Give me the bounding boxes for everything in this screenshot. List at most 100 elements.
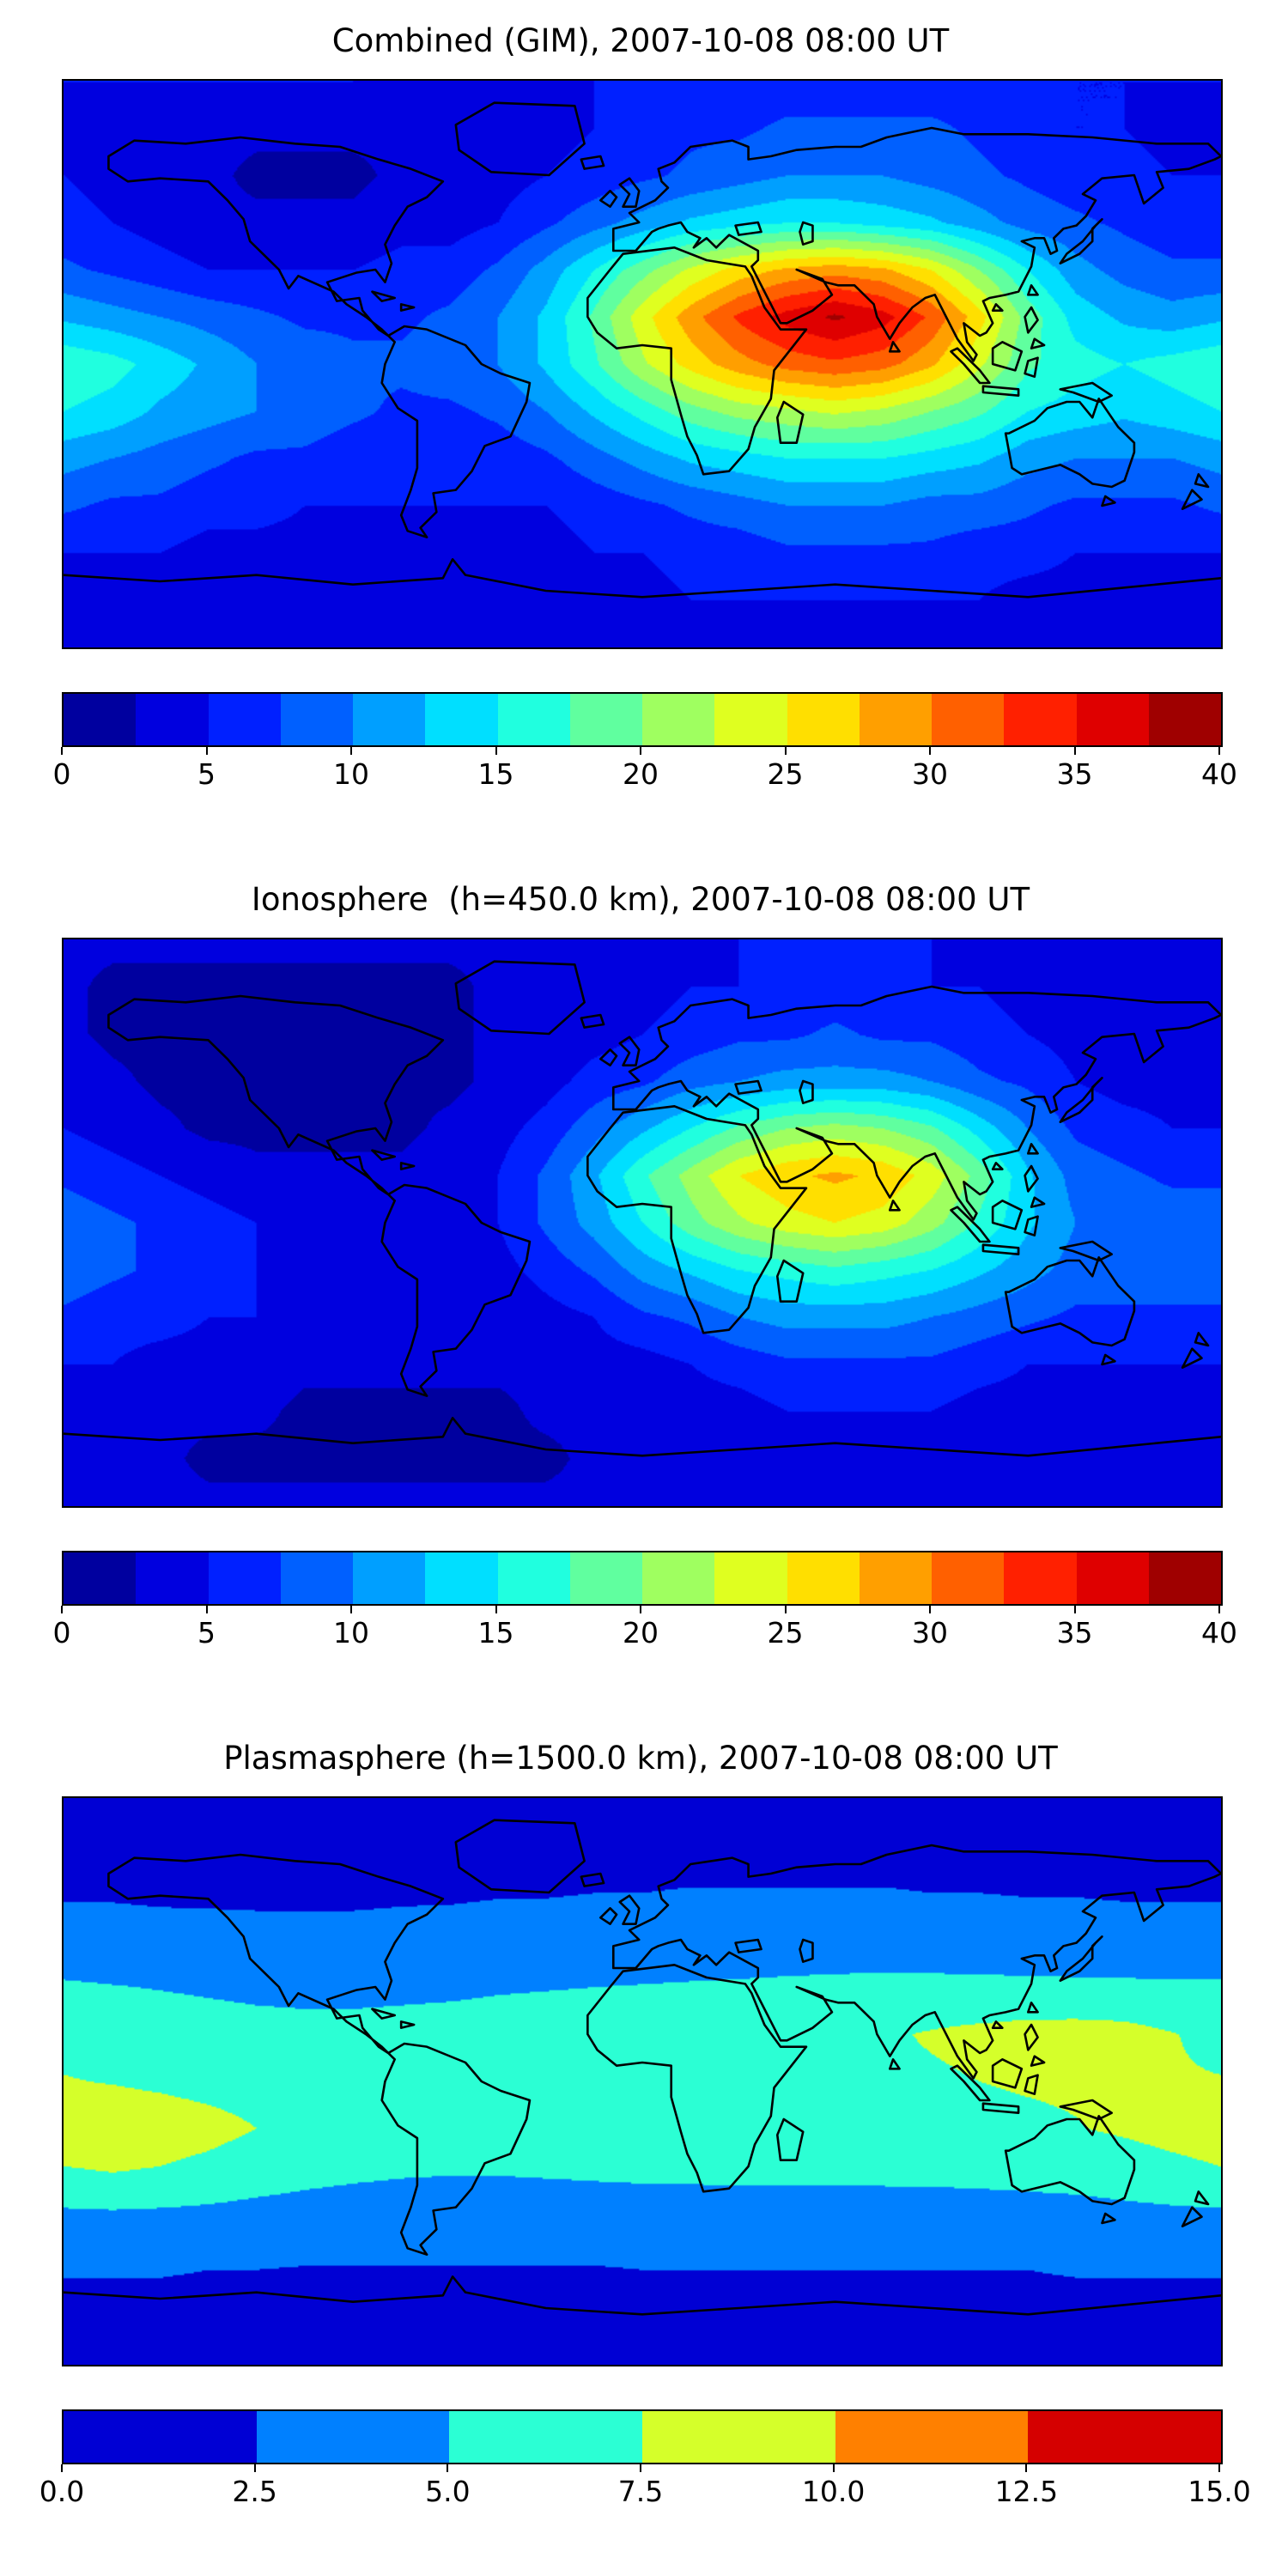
colorbar-segment	[642, 1552, 715, 1604]
colorbar-tick	[61, 1606, 63, 1613]
colorbar-tick	[640, 747, 641, 755]
colorbar-tick-label: 2.5	[232, 2475, 277, 2508]
colorbar-tick	[1073, 747, 1076, 755]
panel-ionosphere: Ionosphere (h=450.0 km), 2007-10-08 08:0…	[0, 859, 1288, 1656]
colorbar-segment	[64, 1552, 137, 1604]
colorbar-tick	[205, 1606, 208, 1613]
panel-combined-gim: Combined (GIM), 2007-10-08 08:00 UT 0 5 10…	[0, 0, 1288, 797]
colorbar-segment	[208, 1552, 281, 1604]
colorbar-tick	[832, 2464, 835, 2472]
colorbar-tick-label: 5.0	[425, 2475, 471, 2508]
colorbar-segment	[425, 1552, 498, 1604]
colorbar-segment	[280, 694, 353, 745]
colorbar-segment	[1004, 1552, 1077, 1604]
colorbar-tick	[929, 747, 931, 755]
colorbar-segment	[64, 2411, 257, 2463]
colorbar-ionosphere	[62, 1551, 1223, 1606]
colorbar-segment	[449, 2411, 643, 2463]
colorbar-tick	[1218, 1606, 1220, 1613]
colorbar-plasmasphere	[62, 2409, 1223, 2464]
colorbar-tick	[1073, 1606, 1076, 1613]
colorbar-tick-label: 20	[623, 1616, 659, 1649]
colorbar-tick-label: 20	[623, 757, 659, 791]
colorbar-ticks-combined: 0 5 10 15 20 25 30 35 40	[53, 747, 1237, 797]
colorbar-segment	[208, 694, 281, 745]
colorbar-tick	[640, 2464, 641, 2472]
colorbar-tick-label: 25	[767, 757, 804, 791]
colorbar-tick-label: 10	[333, 757, 369, 791]
colorbar-tick-label: 0	[52, 1616, 71, 1649]
colorbar-tick-label: 10.0	[801, 2475, 866, 2508]
colorbar-tick	[495, 747, 497, 755]
colorbar-segment	[64, 694, 137, 745]
colorbar-tick	[929, 1606, 931, 1613]
panel-title-ionosphere: Ionosphere (h=450.0 km), 2007-10-08 08:0…	[251, 881, 1030, 918]
colorbar-tick	[253, 2464, 256, 2472]
colorbar-tick	[784, 1606, 787, 1613]
colorbar-tick	[1218, 747, 1220, 755]
colorbar-segment	[497, 1552, 570, 1604]
colorbar-segment	[256, 2411, 450, 2463]
colorbar-segment	[353, 1552, 426, 1604]
colorbar-combined	[62, 692, 1223, 747]
colorbar-tick-label: 5	[197, 757, 216, 791]
colorbar-tick-label: 35	[1056, 757, 1093, 791]
map-ionosphere	[62, 938, 1223, 1508]
colorbar-tick	[61, 2464, 63, 2472]
colorbar-segment	[787, 1552, 860, 1604]
panel-plasmasphere: Plasmasphere (h=1500.0 km), 2007-10-08 0…	[0, 1717, 1288, 2514]
colorbar-tick-label: 12.5	[994, 2475, 1059, 2508]
colorbar-segment	[642, 2411, 835, 2463]
colorbar-segment	[932, 1552, 1005, 1604]
colorbar-segment	[136, 694, 209, 745]
colorbar-segment	[932, 694, 1005, 745]
colorbar-segment	[1076, 1552, 1149, 1604]
colorbar-segment	[353, 694, 426, 745]
colorbar-tick	[205, 747, 208, 755]
colorbar-segment	[497, 694, 570, 745]
panel-title-combined: Combined (GIM), 2007-10-08 08:00 UT	[331, 22, 950, 59]
colorbar-segment	[1028, 2411, 1222, 2463]
colorbar-tick-label: 35	[1056, 1616, 1093, 1649]
colorbar-tick-label: 10	[333, 1616, 369, 1649]
colorbar-segment	[1148, 694, 1221, 745]
colorbar-segment	[642, 694, 715, 745]
map-combined	[62, 79, 1223, 649]
colorbar-tick	[1218, 2464, 1220, 2472]
colorbar-tick-label: 15	[477, 1616, 514, 1649]
map-plasmasphere	[62, 1796, 1223, 2366]
colorbar-segment	[1076, 694, 1149, 745]
colorbar-tick	[350, 1606, 352, 1613]
colorbar-tick-label: 15	[477, 757, 514, 791]
colorbar-tick-label: 5	[197, 1616, 216, 1649]
colorbar-tick	[784, 747, 787, 755]
colorbar-tick-label: 40	[1201, 757, 1237, 791]
colorbar-segment	[859, 694, 932, 745]
world-coastlines-overlay	[64, 101, 1221, 598]
colorbar-segment	[1148, 1552, 1221, 1604]
colorbar-tick-label: 7.5	[617, 2475, 664, 2508]
colorbar-tick-label: 30	[912, 1616, 948, 1649]
colorbar-tick	[1025, 2464, 1028, 2472]
panel-title-plasmasphere: Plasmasphere (h=1500.0 km), 2007-10-08 0…	[223, 1740, 1058, 1777]
colorbar-tick-label: 0	[52, 757, 71, 791]
colorbar-tick-label: 15.0	[1188, 2475, 1251, 2508]
colorbar-segment	[835, 2411, 1029, 2463]
colorbar-segment	[787, 694, 860, 745]
colorbar-tick	[61, 747, 63, 755]
colorbar-tick-label: 40	[1201, 1616, 1237, 1649]
colorbar-tick	[640, 1606, 641, 1613]
colorbar-segment	[569, 1552, 642, 1604]
colorbar-segment	[569, 694, 642, 745]
colorbar-tick	[495, 1606, 497, 1613]
colorbar-tick-label: 30	[912, 757, 948, 791]
world-coastlines-overlay	[64, 960, 1221, 1457]
colorbar-tick	[350, 747, 352, 755]
colorbar-segment	[136, 1552, 209, 1604]
colorbar-tick-label: 0.0	[39, 2475, 85, 2508]
world-coastlines-overlay	[64, 1819, 1221, 2316]
colorbar-segment	[425, 694, 498, 745]
colorbar-segment	[280, 1552, 353, 1604]
colorbar-segment	[859, 1552, 932, 1604]
